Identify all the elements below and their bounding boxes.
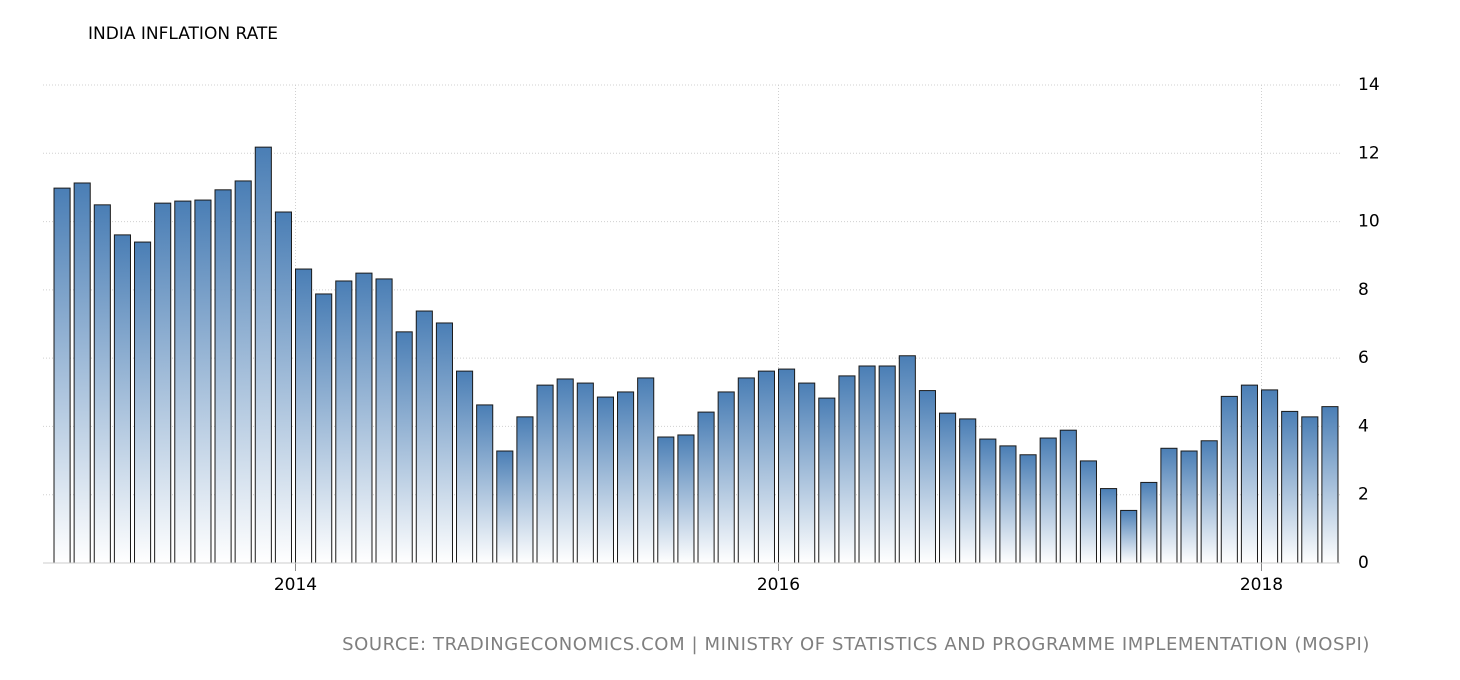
- y-tick-label: 0: [1358, 553, 1369, 573]
- bar: [939, 412, 957, 564]
- x-tick-label: 2014: [274, 575, 317, 595]
- bar: [395, 331, 413, 564]
- bar: [1180, 450, 1198, 564]
- bar: [134, 241, 152, 564]
- bar: [778, 368, 796, 564]
- bar: [476, 404, 494, 564]
- bar: [1019, 454, 1037, 564]
- bar: [113, 234, 131, 564]
- bar: [194, 199, 212, 564]
- x-tick-label: 2018: [1240, 575, 1283, 595]
- x-tick-label: 2016: [757, 575, 800, 595]
- bar: [757, 370, 775, 564]
- bar: [1140, 481, 1158, 564]
- bar: [154, 202, 172, 564]
- chart-title: INDIA INFLATION RATE: [88, 24, 278, 44]
- bar: [1220, 395, 1238, 564]
- bar: [898, 355, 916, 564]
- bar: [1281, 410, 1299, 564]
- bar: [576, 382, 594, 564]
- bar: [878, 365, 896, 564]
- bar: [274, 211, 292, 564]
- bar: [999, 445, 1017, 564]
- bar: [174, 200, 192, 564]
- bar: [677, 434, 695, 564]
- bar: [214, 189, 232, 564]
- bar: [375, 278, 393, 564]
- bar: [1039, 437, 1057, 564]
- bar: [53, 187, 71, 564]
- bar: [637, 377, 655, 564]
- bar: [1100, 488, 1118, 564]
- bar: [979, 438, 997, 564]
- bar: [596, 396, 614, 564]
- bar: [415, 310, 433, 564]
- bar: [315, 293, 333, 564]
- bar: [1059, 429, 1077, 564]
- bar: [1200, 440, 1218, 564]
- bar: [516, 416, 534, 564]
- y-tick-label: 10: [1358, 212, 1380, 232]
- bar: [435, 322, 453, 564]
- y-tick-label: 12: [1358, 143, 1380, 163]
- y-tick-label: 8: [1358, 280, 1369, 300]
- bar: [355, 272, 373, 564]
- y-tick-label: 4: [1358, 416, 1369, 436]
- bar: [737, 377, 755, 564]
- bar: [335, 280, 353, 564]
- bar: [1079, 460, 1097, 564]
- bar: [496, 450, 514, 564]
- bar: [798, 382, 816, 564]
- bar: [556, 378, 574, 564]
- bar: [838, 375, 856, 564]
- bar: [456, 370, 474, 564]
- bar: [959, 418, 977, 564]
- bar: [717, 391, 735, 564]
- y-tick-label: 6: [1358, 348, 1369, 368]
- bar: [1160, 447, 1178, 564]
- bar: [234, 180, 252, 564]
- y-tick-label: 14: [1358, 75, 1380, 95]
- bar: [657, 436, 675, 564]
- bar: [818, 397, 836, 564]
- bar: [1301, 416, 1319, 564]
- bar: [73, 182, 91, 564]
- bar: [1240, 384, 1258, 564]
- bar: [1321, 406, 1339, 564]
- bar: [93, 204, 111, 564]
- bar: [858, 365, 876, 564]
- bar: [918, 390, 936, 564]
- bar: [295, 268, 313, 564]
- bar: [1261, 389, 1279, 564]
- y-tick-label: 2: [1358, 485, 1369, 505]
- bar: [536, 384, 554, 564]
- bar: [617, 391, 635, 564]
- source-note: SOURCE: TRADINGECONOMICS.COM | MINISTRY …: [342, 634, 1370, 655]
- bar: [254, 146, 272, 564]
- bar: [697, 411, 715, 564]
- bar: [1120, 509, 1138, 564]
